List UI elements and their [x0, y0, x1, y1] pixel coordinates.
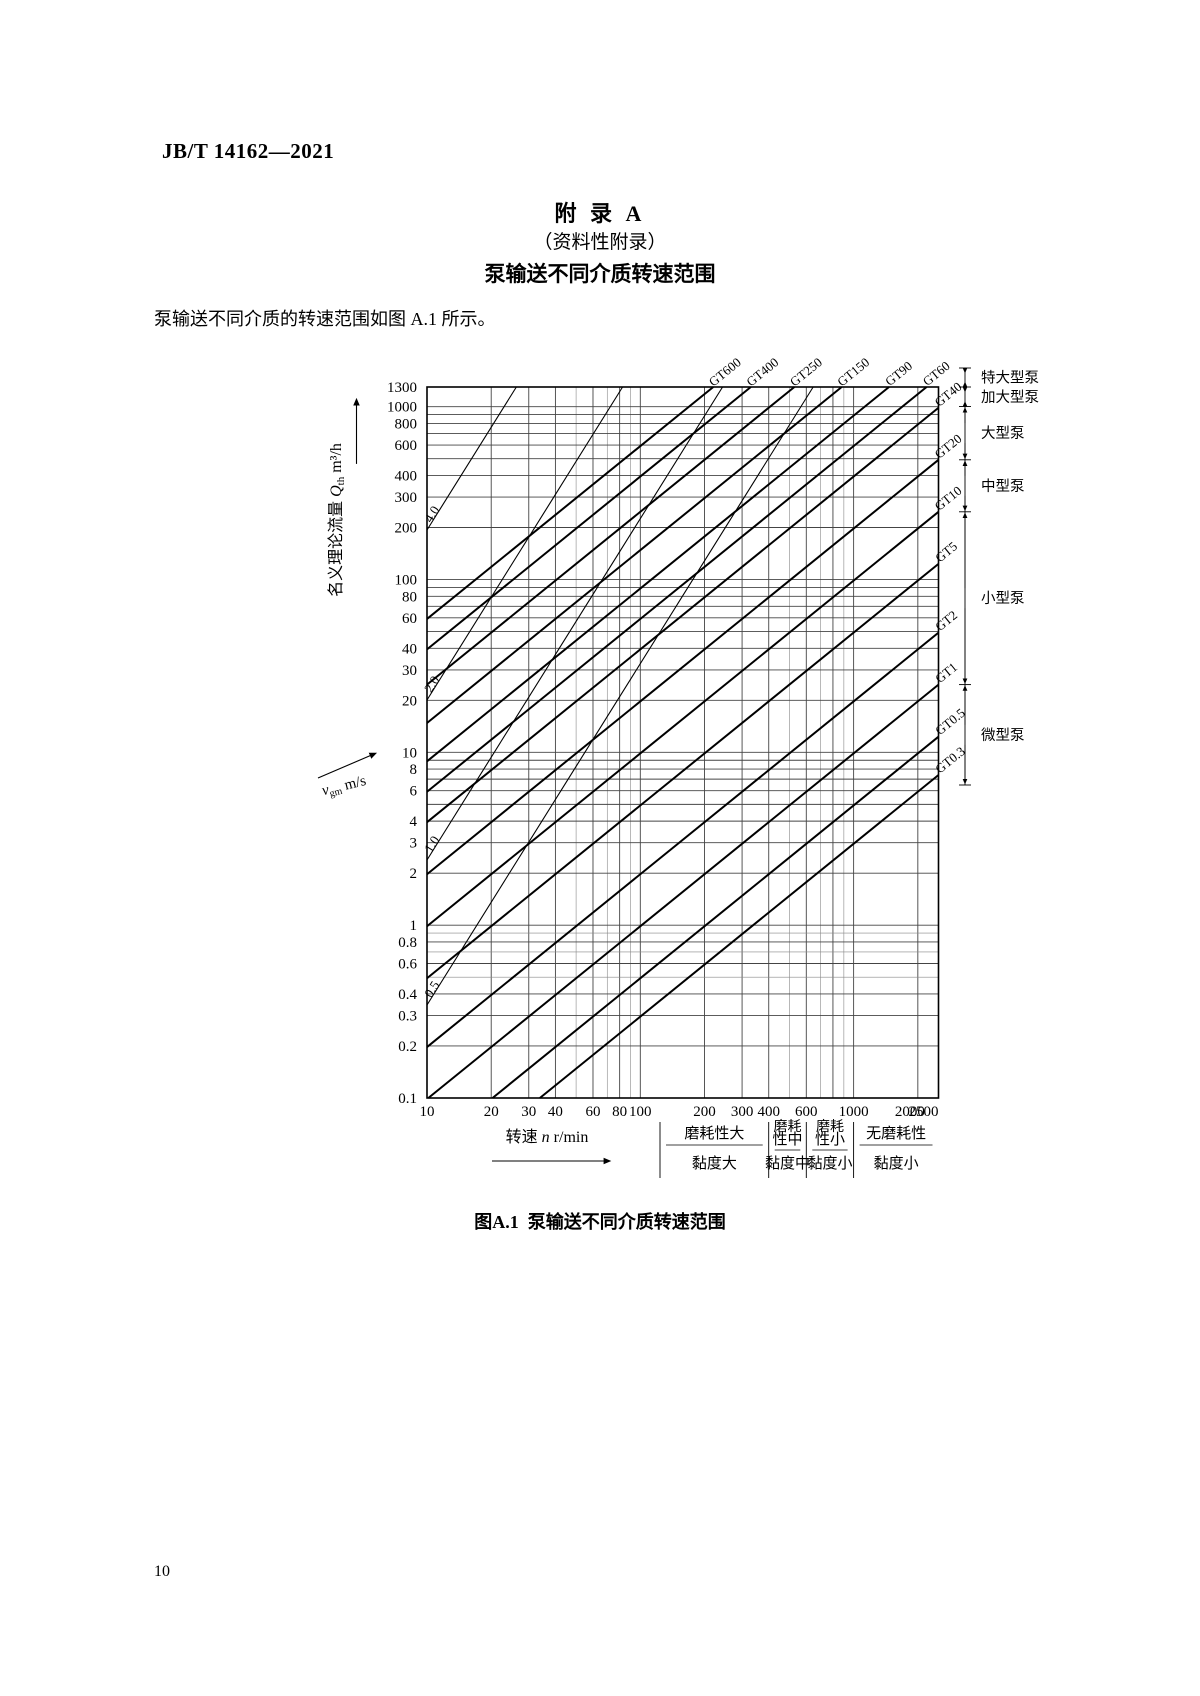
- svg-text:0.2: 0.2: [398, 1039, 417, 1055]
- svg-text:200: 200: [395, 520, 418, 536]
- svg-text:60: 60: [402, 611, 417, 627]
- svg-text:GT600: GT600: [706, 354, 744, 389]
- svg-text:30: 30: [521, 1104, 536, 1120]
- svg-text:0.6: 0.6: [398, 957, 417, 973]
- svg-text:1.0: 1.0: [421, 833, 442, 855]
- svg-text:加大型泵: 加大型泵: [981, 389, 1039, 406]
- svg-text:小型泵: 小型泵: [981, 590, 1025, 607]
- svg-text:黏度中: 黏度中: [765, 1155, 810, 1172]
- svg-text:GT2: GT2: [932, 607, 960, 634]
- svg-text:GT0.3: GT0.3: [932, 743, 968, 776]
- svg-text:磨耗性大: 磨耗性大: [684, 1125, 744, 1142]
- svg-text:200: 200: [693, 1104, 716, 1120]
- svg-text:GT20: GT20: [932, 431, 965, 462]
- svg-text:1000: 1000: [839, 1104, 869, 1120]
- svg-text:20: 20: [402, 693, 417, 709]
- svg-text:6: 6: [410, 784, 418, 800]
- svg-text:8: 8: [410, 762, 418, 778]
- svg-text:性中: 性中: [772, 1131, 802, 1148]
- svg-text:800: 800: [395, 416, 418, 432]
- svg-text:黏度小: 黏度小: [807, 1155, 852, 1172]
- svg-text:GT90: GT90: [882, 358, 915, 389]
- svg-text:600: 600: [795, 1104, 818, 1120]
- svg-text:4.0: 4.0: [421, 503, 442, 525]
- svg-text:40: 40: [402, 641, 417, 657]
- svg-text:转速 n r/min: 转速 n r/min: [506, 1128, 589, 1146]
- svg-text:600: 600: [395, 438, 418, 454]
- svg-text:黏度小: 黏度小: [874, 1155, 919, 1172]
- svg-text:0.8: 0.8: [398, 935, 417, 951]
- svg-text:30: 30: [402, 663, 417, 679]
- svg-text:黏度大: 黏度大: [692, 1155, 737, 1172]
- svg-text:大型泵: 大型泵: [981, 425, 1025, 442]
- svg-text:80: 80: [402, 589, 417, 605]
- svg-text:1: 1: [410, 918, 418, 934]
- svg-text:20: 20: [484, 1104, 499, 1120]
- svg-text:10: 10: [402, 745, 417, 761]
- svg-text:400: 400: [395, 468, 418, 484]
- svg-text:100: 100: [629, 1104, 652, 1120]
- svg-text:GT0.5: GT0.5: [932, 705, 968, 738]
- svg-text:1300: 1300: [387, 380, 417, 396]
- svg-text:GT400: GT400: [743, 354, 781, 389]
- svg-text:40: 40: [548, 1104, 563, 1120]
- svg-text:80: 80: [612, 1104, 627, 1120]
- svg-text:100: 100: [395, 573, 418, 589]
- svg-text:中型泵: 中型泵: [981, 478, 1025, 495]
- svg-text:3: 3: [410, 836, 418, 852]
- svg-text:10: 10: [420, 1104, 435, 1120]
- svg-text:1000: 1000: [387, 400, 417, 416]
- svg-text:GT1: GT1: [932, 659, 960, 686]
- svg-text:GT10: GT10: [932, 483, 965, 514]
- svg-text:GT250: GT250: [787, 354, 825, 389]
- svg-text:300: 300: [395, 490, 418, 506]
- svg-text:2.0: 2.0: [421, 673, 442, 695]
- svg-text:性小: 性小: [815, 1131, 845, 1148]
- svg-text:0.3: 0.3: [398, 1009, 417, 1025]
- svg-text:4: 4: [410, 814, 418, 830]
- svg-text:0.4: 0.4: [398, 987, 417, 1003]
- svg-text:0.1: 0.1: [398, 1091, 417, 1107]
- svg-text:60: 60: [585, 1104, 600, 1120]
- svg-text:GT150: GT150: [834, 354, 872, 389]
- svg-text:微型泵: 微型泵: [981, 727, 1025, 744]
- svg-text:名义理论流量 Qth m³/h: 名义理论流量 Qth m³/h: [327, 443, 347, 597]
- svg-text:GT5: GT5: [932, 539, 960, 566]
- svg-text:0.5: 0.5: [421, 978, 442, 1000]
- svg-text:400: 400: [757, 1104, 780, 1120]
- svg-text:2500: 2500: [909, 1104, 939, 1120]
- svg-text:300: 300: [731, 1104, 754, 1120]
- svg-text:GT40: GT40: [932, 379, 965, 410]
- svg-text:2: 2: [410, 866, 418, 882]
- svg-text:无磨耗性: 无磨耗性: [866, 1125, 926, 1142]
- svg-text:特大型泵: 特大型泵: [981, 370, 1039, 387]
- svg-text:vgm m/s: vgm m/s: [320, 773, 368, 801]
